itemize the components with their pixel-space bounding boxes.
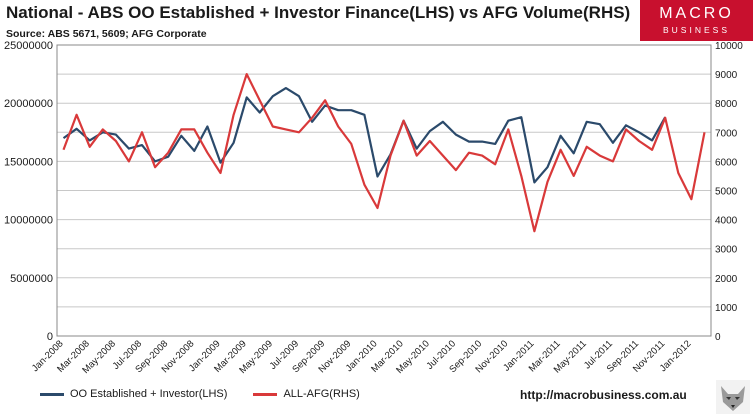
series-line-oo-established-investor	[62, 87, 667, 184]
y-right-tick-label: 9000	[715, 70, 738, 81]
y-right-tick-label: 2000	[715, 274, 738, 285]
legend-label-afg: ALL-AFG(RHS)	[283, 388, 360, 400]
y-left-tick-label: 20000000	[4, 98, 53, 110]
macrobusiness-logo: MACRO BUSINESS	[640, 0, 753, 41]
series-line-all-afg	[62, 73, 706, 233]
y-right-tick-label: 1000	[715, 303, 738, 314]
chart-source: Source: ABS 5671, 5609; AFG Corporate	[6, 28, 207, 40]
legend-item-afg: ALL-AFG(RHS)	[253, 388, 360, 400]
legend-item-oo: OO Established + Investor(LHS)	[40, 388, 227, 400]
y-right-tick-label: 6000	[715, 157, 738, 168]
y-right-tick-label: 7000	[715, 128, 738, 139]
source-url: http://macrobusiness.com.au	[520, 388, 687, 402]
fox-mascot-icon	[716, 380, 750, 414]
legend-swatch-afg	[253, 392, 278, 396]
legend-label-oo: OO Established + Investor(LHS)	[70, 388, 228, 400]
y-left-tick-label: 25000000	[4, 40, 53, 52]
y-right-tick-label: 8000	[715, 99, 738, 110]
y-right-tick-label: 0	[715, 332, 721, 343]
legend-swatch-oo	[40, 392, 64, 396]
logo-line-2: BUSINESS	[663, 25, 730, 35]
y-left-tick-label: 15000000	[4, 156, 53, 168]
y-left-tick-label: 10000000	[4, 215, 53, 227]
chart-legend: OO Established + Investor(LHS) ALL-AFG(R…	[40, 388, 386, 400]
y-right-tick-label: 10000	[715, 41, 743, 52]
plot-area-border	[56, 44, 712, 337]
y-right-tick-label: 3000	[715, 245, 738, 256]
y-left-tick-label: 0	[47, 331, 53, 343]
y-right-tick-label: 4000	[715, 216, 738, 227]
y-left-tick-label: 5000000	[10, 273, 53, 285]
y-right-tick-label: 5000	[715, 187, 738, 198]
logo-line-1: MACRO	[659, 5, 734, 22]
chart-title: National - ABS OO Established + Investor…	[6, 3, 631, 22]
